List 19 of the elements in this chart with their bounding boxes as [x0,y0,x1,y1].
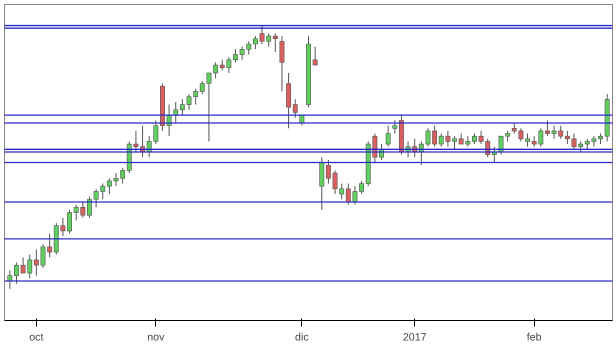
candlestick [532,136,537,148]
candlestick [279,36,284,92]
candlestick [339,183,344,200]
candlestick [74,204,79,221]
candlestick [359,180,364,195]
candlestick [386,125,391,148]
candlestick [246,40,252,56]
candlestick [438,133,444,148]
candlestick [100,183,106,200]
candlestick [106,178,112,195]
candlestick [465,136,470,148]
candlestick [193,88,198,106]
x-tick-label: dic [295,332,310,344]
x-tick-label: oct [29,332,44,344]
x-tick-label: 2017 [402,332,427,344]
candlestick [272,32,278,52]
x-tick-label: feb [526,332,542,344]
x-tick-label: nov [147,332,166,344]
candlestick [240,46,245,60]
